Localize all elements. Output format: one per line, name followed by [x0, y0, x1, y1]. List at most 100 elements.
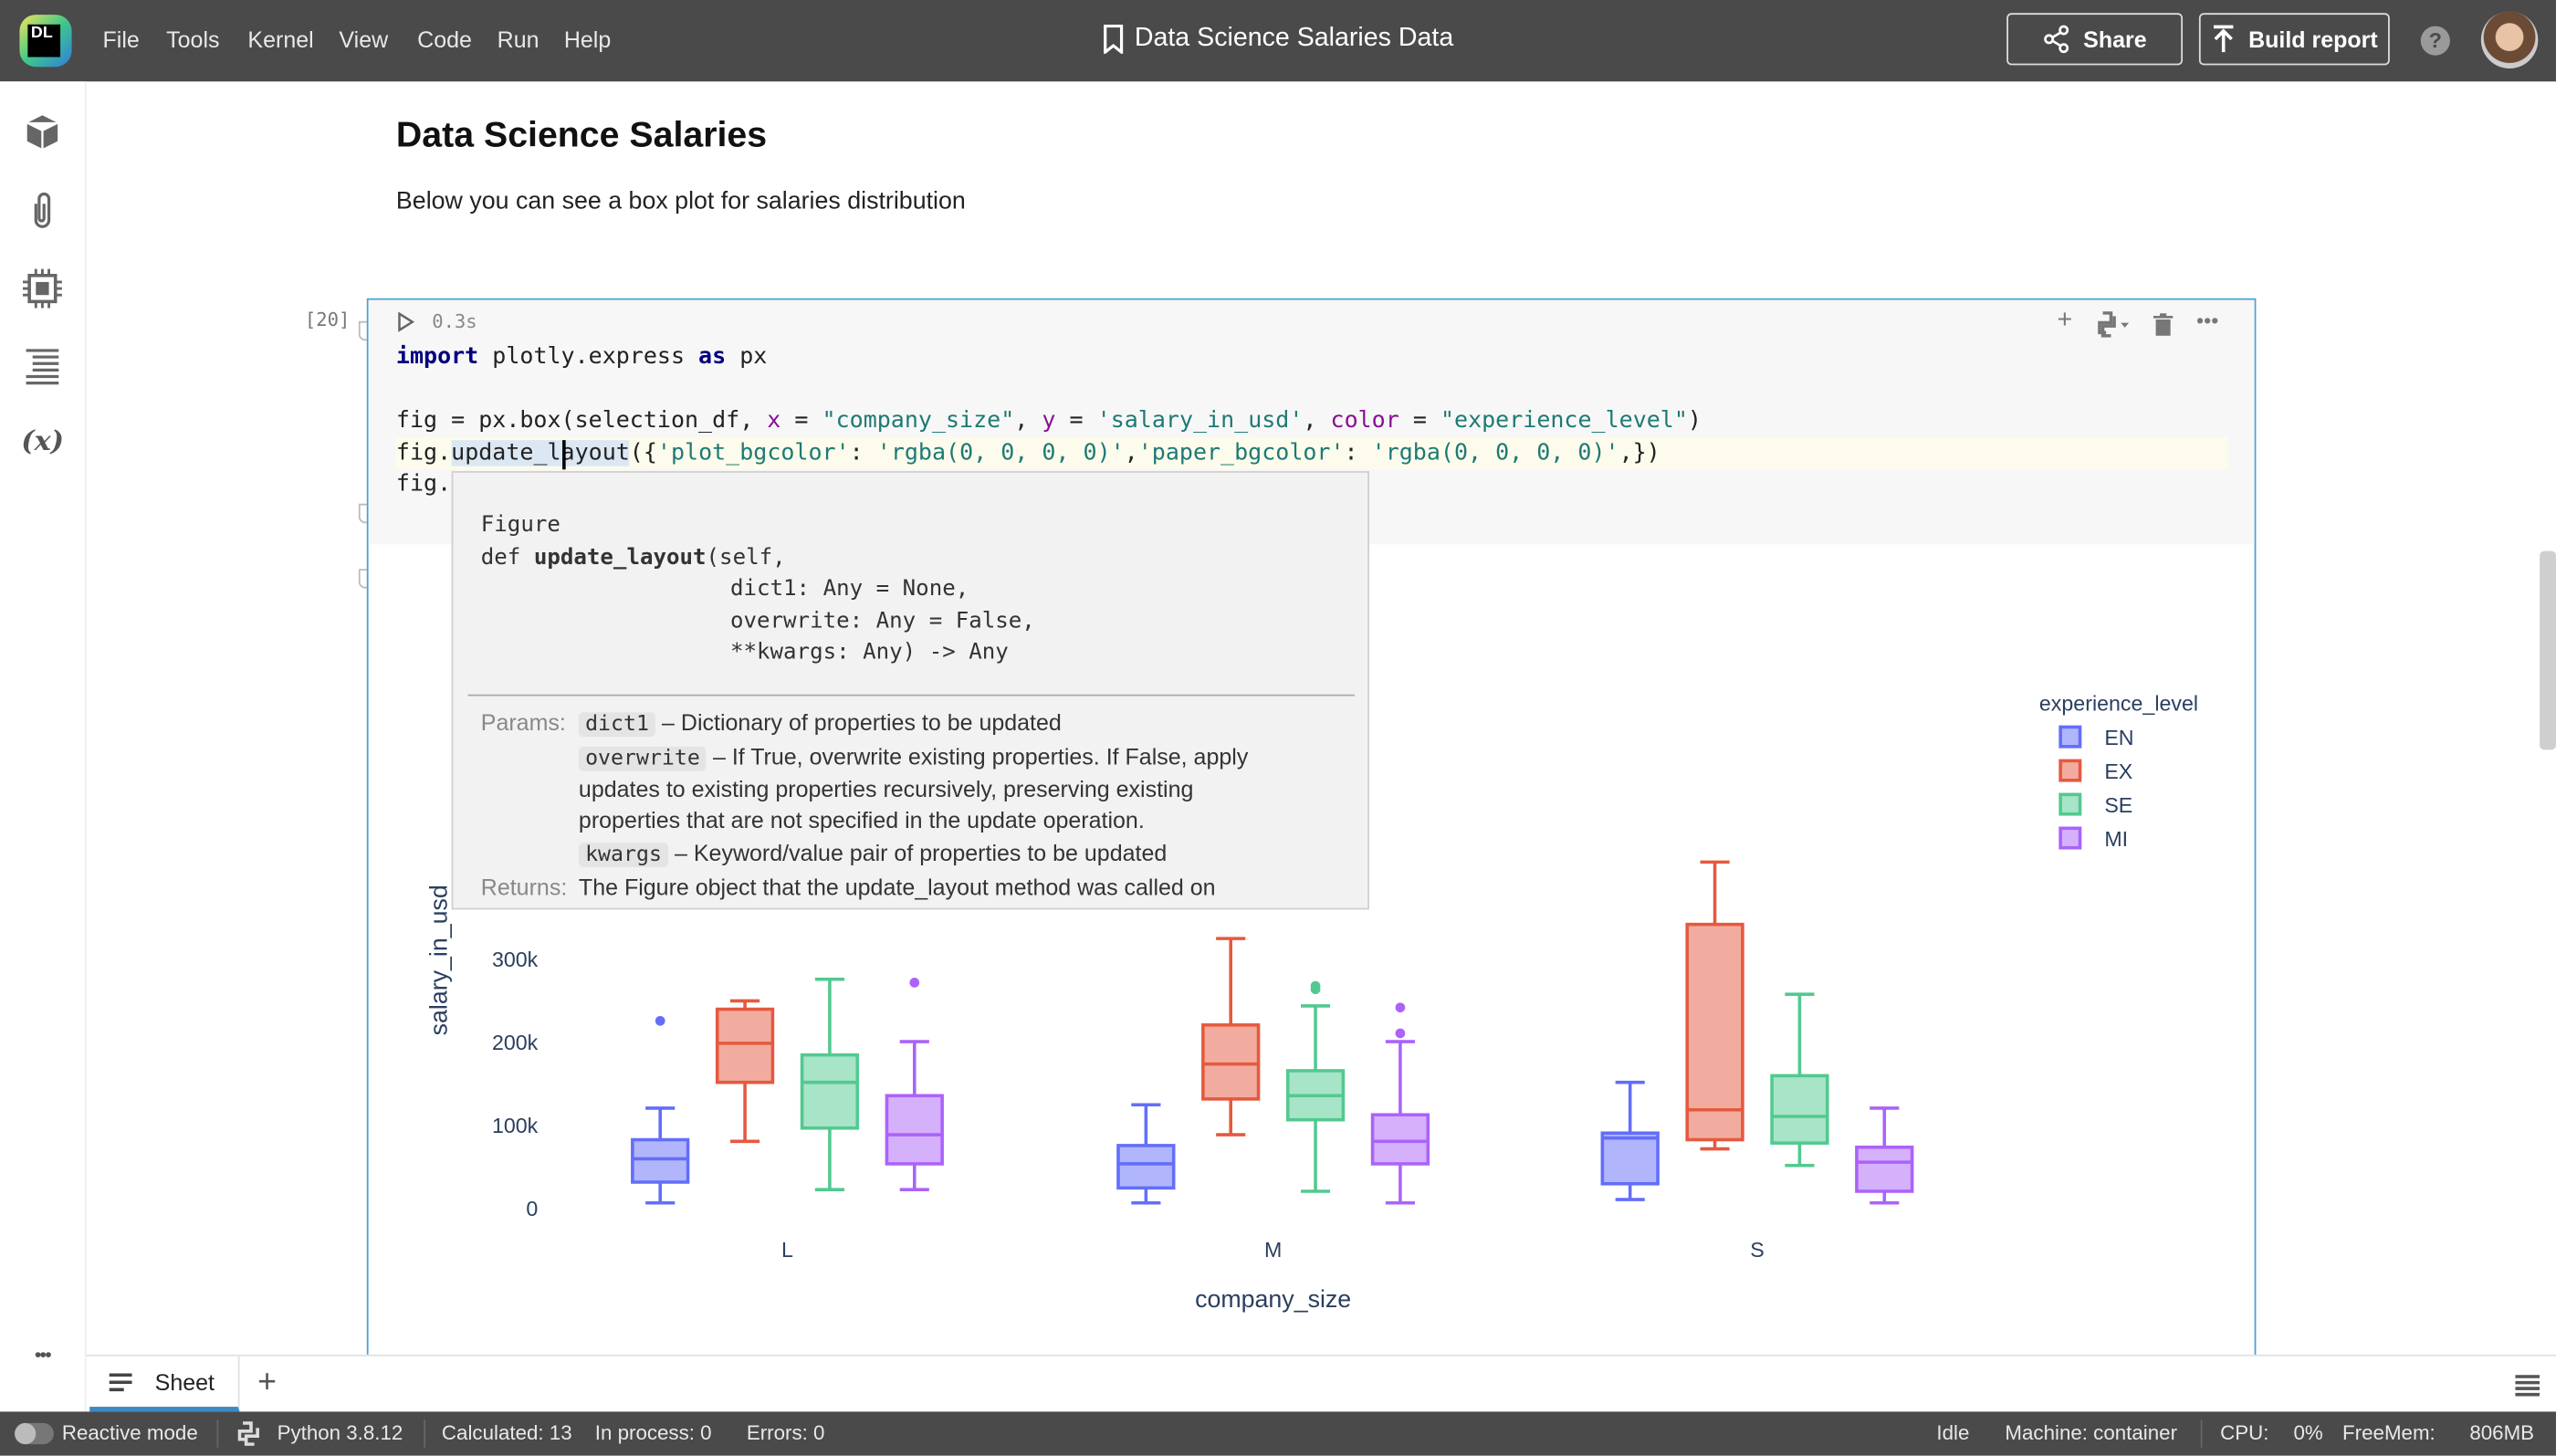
cpu-value: 0%: [2293, 1421, 2323, 1445]
tooltip-param: **kwargs: Any) -> Any: [729, 638, 1009, 665]
box-MI-S: [1855, 1145, 1914, 1193]
build-report-button[interactable]: Build report: [2198, 13, 2390, 66]
menu-view[interactable]: View: [339, 26, 389, 53]
cpu-label: CPU:: [2220, 1421, 2269, 1445]
legend-swatch-MI[interactable]: [2058, 826, 2082, 850]
box-SE-L: [800, 1053, 860, 1130]
legend-item-EN[interactable]: EN: [2104, 726, 2133, 749]
y-axis-title: salary_in_usd: [424, 885, 452, 1035]
more-icon[interactable]: •••: [34, 1343, 52, 1367]
legend-swatch-SE[interactable]: [2058, 792, 2082, 816]
tab-sheet[interactable]: Sheet: [89, 1356, 240, 1412]
list-icon[interactable]: [21, 344, 63, 386]
param-overwrite-desc: updates to existing properties recursive…: [578, 775, 1194, 802]
package-icon[interactable]: [21, 110, 63, 152]
documentation-tooltip: Figure def update_layout(self, dict1: An…: [451, 471, 1369, 910]
python-version[interactable]: Python 3.8.12: [277, 1421, 403, 1445]
add-cell-icon[interactable]: +: [2057, 306, 2073, 335]
notebook-title[interactable]: Data Science Salaries Data: [1102, 25, 1453, 54]
returns-label: Returns:: [480, 874, 568, 900]
legend-swatch-EX[interactable]: [2058, 759, 2082, 782]
status-bar: Reactive mode Python 3.8.12 Calculated: …: [0, 1411, 2556, 1456]
box-EX-L: [715, 1007, 775, 1084]
params-label: Params:: [480, 708, 566, 736]
reactive-mode-toggle[interactable]: [15, 1422, 54, 1445]
x-tick-label: L: [781, 1238, 793, 1262]
tooltip-divider: [467, 694, 1355, 697]
run-duration: 0.3s: [432, 309, 477, 333]
share-icon: [2044, 25, 2069, 54]
sheet-icon: [109, 1372, 132, 1391]
notebook-title-text: Data Science Salaries Data: [1134, 24, 1454, 53]
variables-icon[interactable]: (x): [21, 425, 65, 458]
logo-text: DL: [27, 24, 61, 58]
execution-count: [20]: [304, 308, 351, 331]
freemem-value: 806MB: [2469, 1421, 2535, 1445]
box-EX-S: [1685, 922, 1744, 1142]
box-EN-L: [631, 1137, 690, 1184]
share-button[interactable]: Share: [2006, 13, 2184, 66]
menu-kernel[interactable]: Kernel: [247, 26, 314, 53]
page-title: Data Science Salaries: [395, 113, 768, 155]
upload-icon: [2214, 25, 2234, 53]
vertical-scrollbar[interactable]: [2540, 550, 2556, 750]
app-logo[interactable]: DL: [19, 15, 72, 68]
x-tick-label: M: [1264, 1238, 1282, 1262]
errors-count: Errors: 0: [746, 1421, 825, 1445]
python-icon: [237, 1421, 259, 1446]
legend-item-EX[interactable]: EX: [2104, 759, 2132, 783]
x-axis-title: company_size: [1195, 1285, 1351, 1313]
menu-help[interactable]: Help: [563, 26, 612, 53]
legend-item-SE[interactable]: SE: [2104, 793, 2132, 817]
param-kwargs: kwargs – Keyword/value pair of propertie…: [578, 840, 1167, 867]
tooltip-signature: def update_layout(self,: [480, 544, 786, 571]
menu-run[interactable]: Run: [497, 26, 539, 53]
code-line: import plotly.express as px: [395, 343, 768, 371]
chip-icon[interactable]: [21, 267, 63, 309]
y-tick-label: 300k: [492, 948, 539, 971]
y-tick-label: 100k: [492, 1114, 539, 1137]
box-SE-S: [1770, 1074, 1829, 1145]
bookmark-icon: [1104, 24, 1124, 54]
run-icon[interactable]: [396, 311, 415, 332]
python-icon[interactable]: [2095, 311, 2131, 338]
code-line: fig = px.box(selection_df, x = "company_…: [395, 407, 1702, 434]
outlier-point-MI: [1395, 1028, 1406, 1039]
menu-file[interactable]: File: [102, 26, 140, 53]
x-tick-label: S: [1750, 1238, 1764, 1262]
tooltip-class: Figure: [480, 511, 560, 539]
legend-swatch-EN[interactable]: [2058, 725, 2082, 749]
reactive-mode-label: Reactive mode: [61, 1421, 198, 1445]
paperclip-icon[interactable]: [21, 189, 63, 231]
outlier-point-SE: [1310, 984, 1321, 995]
share-label: Share: [2083, 26, 2147, 53]
add-sheet-button[interactable]: +: [257, 1364, 278, 1400]
outlier-point-MI: [1395, 1002, 1406, 1013]
y-tick-label: 0: [526, 1197, 538, 1220]
menu-code[interactable]: Code: [417, 26, 472, 53]
build-report-label: Build report: [2248, 26, 2378, 53]
box-MI-M: [1370, 1113, 1430, 1166]
freemem-label: FreeMem:: [2342, 1421, 2436, 1445]
box-EN-M: [1116, 1144, 1176, 1190]
user-avatar[interactable]: [2480, 11, 2539, 68]
param-overwrite: overwrite – If True, overwrite existing …: [578, 743, 1248, 771]
top-bar: DL File Tools Kernel View Code Run Help …: [0, 0, 2556, 82]
current-line-highlight: [395, 436, 2229, 470]
tab-sheet-label: Sheet: [154, 1368, 215, 1395]
help-icon[interactable]: ?: [2420, 26, 2450, 56]
trash-icon[interactable]: [2153, 313, 2174, 336]
outline-icon[interactable]: [2515, 1374, 2540, 1397]
machine-status[interactable]: Machine: container: [2005, 1421, 2178, 1445]
description-text: Below you can see a box plot for salarie…: [395, 187, 966, 215]
code-line: fig.update_layout({'plot_bgcolor': 'rgba…: [395, 440, 1660, 466]
box-EX-M: [1201, 1023, 1261, 1101]
menu-tools[interactable]: Tools: [166, 26, 220, 53]
tooltip-param: dict1: Any = None,: [729, 575, 969, 602]
box-EN-S: [1600, 1131, 1660, 1186]
text-cursor: [562, 440, 565, 470]
outlier-point-EN: [655, 1015, 665, 1026]
more-options-icon[interactable]: •••: [2195, 308, 2219, 333]
legend-item-MI[interactable]: MI: [2104, 827, 2128, 851]
